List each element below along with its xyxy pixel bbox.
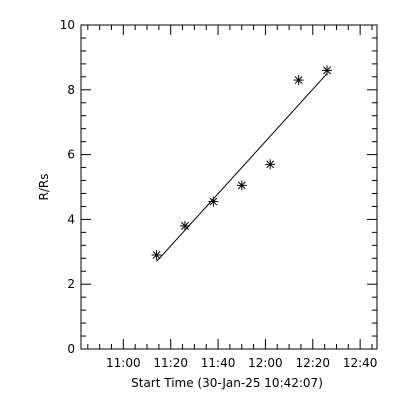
data-point bbox=[322, 65, 333, 76]
plot-frame bbox=[80, 24, 378, 350]
x-axis-label: Start Time (30-Jan-25 10:42:07) bbox=[131, 376, 323, 390]
y-tick-label: 4 bbox=[67, 212, 75, 226]
data-point bbox=[151, 250, 162, 261]
data-point bbox=[236, 180, 247, 191]
x-tick-label: 12:20 bbox=[295, 356, 330, 370]
plot-frame-group bbox=[80, 24, 378, 350]
y-tick-label: 8 bbox=[67, 83, 75, 97]
y-tick-label: 2 bbox=[67, 277, 75, 291]
x-tick-label: 11:40 bbox=[201, 356, 236, 370]
tick-labels: 0 2 4 6 8 10 11:00 11:20 11:40 12:00 12:20 12:40 bbox=[60, 18, 378, 370]
y-tick-label: 0 bbox=[67, 342, 75, 356]
y-tick-label: 10 bbox=[60, 18, 75, 32]
data-point bbox=[179, 220, 190, 231]
data-points bbox=[151, 65, 333, 261]
data-point bbox=[293, 75, 304, 86]
fit-line bbox=[156, 73, 328, 262]
axis-ticks bbox=[81, 24, 377, 350]
y-tick-label: 6 bbox=[67, 148, 75, 162]
x-tick-label: 11:20 bbox=[153, 356, 188, 370]
x-tick-label: 11:00 bbox=[106, 356, 141, 370]
x-tick-label: 12:40 bbox=[343, 356, 378, 370]
y-axis-label: R/Rs bbox=[37, 174, 51, 201]
x-tick-label: 12:00 bbox=[248, 356, 283, 370]
data-point bbox=[208, 196, 219, 207]
data-point bbox=[265, 159, 276, 170]
